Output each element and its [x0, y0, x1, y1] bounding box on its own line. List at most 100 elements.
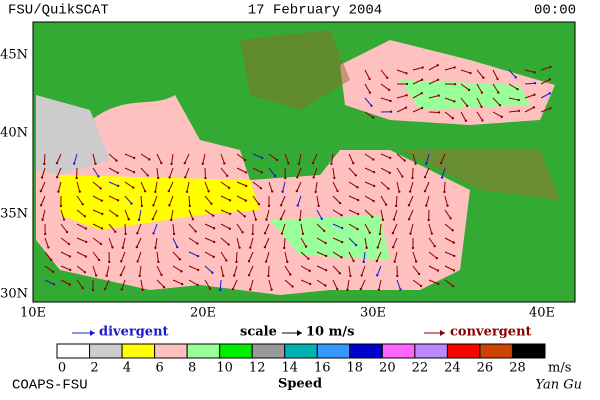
wind-arrow: [168, 181, 174, 192]
wind-arrowhead: [97, 175, 100, 178]
wind-arrowhead: [498, 104, 502, 107]
wind-arrowhead: [465, 104, 469, 108]
wind-arrow: [265, 209, 270, 220]
wind-arrowhead: [317, 204, 320, 208]
wind-arrow: [252, 181, 262, 189]
wind-arrow: [248, 265, 254, 276]
colorbar: 0 2 4 6 8 10 12 14 16 18 20 22 24 26 28: [56, 343, 546, 376]
wind-arrow: [76, 251, 87, 257]
wind-arrowhead: [467, 88, 471, 92]
wind-arrowhead: [308, 282, 312, 286]
wind-arrowhead: [407, 217, 411, 221]
wind-arrow: [124, 195, 132, 204]
wind-arrow: [136, 237, 142, 248]
wind-arrowhead: [51, 270, 55, 274]
colorbar-tick: 12: [249, 361, 266, 376]
lat-label: 45N: [0, 48, 28, 63]
wind-arrowhead: [389, 99, 392, 103]
wind-arrowhead: [281, 190, 284, 193]
wind-arrowhead: [368, 231, 371, 234]
wind-arrowhead: [452, 241, 456, 244]
wind-arrowhead: [296, 204, 299, 207]
wind-arrow: [106, 265, 110, 276]
wind-arrowhead: [336, 287, 339, 291]
wind-arrow: [156, 265, 162, 276]
wind-arrow: [152, 195, 158, 206]
wind-arrow: [444, 111, 454, 119]
wind-arrow: [156, 279, 165, 288]
wind-arrow: [428, 223, 433, 234]
wind-arrow: [92, 195, 103, 202]
wind-arrow: [281, 223, 286, 234]
colorbar-tick: 24: [444, 361, 461, 376]
wind-arrow: [172, 223, 175, 234]
wind-arrowhead: [437, 282, 440, 286]
wind-arrow: [524, 106, 535, 113]
wind-arrow: [394, 251, 398, 262]
wind-arrowhead: [320, 217, 323, 220]
wind-arrow: [236, 237, 241, 248]
colorbar-box: [89, 343, 123, 359]
wind-arrowhead: [435, 256, 439, 260]
wind-arrow: [492, 83, 499, 93]
wind-arrowhead: [270, 190, 274, 193]
colorbar-box: [121, 343, 156, 359]
wind-arrow: [441, 167, 446, 178]
wind-arrow: [172, 237, 178, 248]
wind-arrowhead: [349, 274, 352, 278]
wind-arrow: [424, 167, 430, 178]
colorbar-box: [284, 343, 318, 359]
wind-arrowhead: [68, 255, 72, 258]
wind-arrowhead: [108, 260, 111, 264]
wind-arrowhead: [52, 283, 56, 286]
wind-arrow: [332, 265, 341, 274]
wind-arrow: [140, 153, 150, 160]
wind-arrowhead: [436, 78, 440, 81]
wind-arrowhead: [94, 274, 98, 277]
wind-arrowhead: [308, 269, 311, 273]
wind-arrowhead: [451, 229, 454, 232]
legend-scale: scale: [240, 325, 277, 340]
wind-arrow: [168, 195, 174, 206]
wind-arrow: [169, 167, 174, 178]
wind-arrow: [60, 279, 71, 286]
wind-arrowhead: [244, 199, 248, 202]
wind-arrowhead: [267, 204, 271, 208]
wind-arrow: [332, 251, 342, 258]
wind-arrow: [364, 237, 368, 248]
wind-arrow: [188, 209, 194, 220]
colorbar-tick: 18: [347, 361, 364, 376]
wind-arrow: [378, 279, 382, 290]
wind-arrowhead: [359, 287, 363, 291]
wind-arrowhead: [375, 259, 379, 263]
colorbar-box: [186, 343, 221, 359]
wind-arrow: [332, 167, 335, 178]
wind-arrowhead: [136, 260, 139, 263]
wind-arrowhead: [97, 258, 101, 262]
wind-arrowhead: [223, 162, 226, 165]
wind-arrow: [92, 181, 102, 189]
wind-arrowhead: [420, 78, 424, 81]
wind-arrowhead: [340, 256, 343, 259]
wind-arrowhead: [211, 271, 214, 274]
wind-arrowhead: [132, 171, 136, 174]
yellow-band: [60, 175, 260, 230]
wind-arrow: [60, 209, 65, 220]
wind-arrow: [316, 265, 327, 271]
wind-arrowhead: [212, 227, 216, 230]
wind-arrowhead: [517, 98, 520, 102]
wind-arrowhead: [260, 171, 264, 174]
wind-arrow: [124, 167, 135, 173]
wind-arrow: [300, 279, 311, 285]
wind-arrowhead: [387, 187, 390, 190]
wind-arrowhead: [532, 106, 536, 109]
footer-left: COAPS-FSU: [12, 378, 88, 394]
wind-arrow: [346, 279, 350, 290]
wind-arrowhead: [247, 273, 251, 277]
wind-arrowhead: [391, 231, 395, 235]
wind-arrowhead: [395, 204, 398, 208]
lon-label: 30E: [360, 306, 386, 321]
wind-arrow: [476, 97, 483, 108]
wind-arrow: [204, 195, 212, 204]
wind-arrowhead: [388, 156, 392, 160]
